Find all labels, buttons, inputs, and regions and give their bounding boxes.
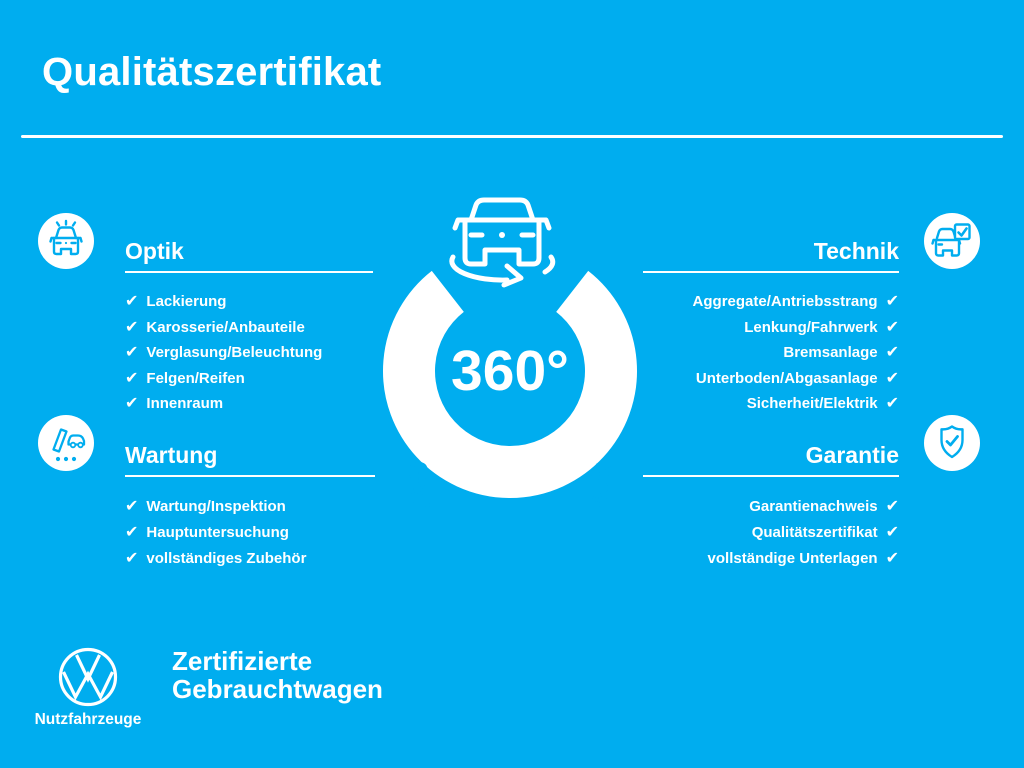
footer-tagline: Zertifizierte Gebrauchtwagen <box>172 646 383 704</box>
item-label: vollständige Unterlagen <box>707 550 878 567</box>
section-title-technik: Technik <box>643 238 899 273</box>
list-item: Sicherheit/Elektrik ✔ <box>643 391 899 417</box>
page-title: Qualitätszertifikat <box>42 50 382 94</box>
item-label: Wartung/Inspektion <box>146 498 286 515</box>
list-item: Bremsanlage ✔ <box>643 340 899 366</box>
list-item: ✔ Hauptuntersuchung <box>125 519 375 545</box>
check-icon: ✔ <box>885 522 899 541</box>
item-label: Garantienachweis <box>749 498 878 515</box>
list-item: ✔ Felgen/Reifen <box>125 366 373 392</box>
list-item: ✔ Lackierung <box>125 289 373 315</box>
list-item: ✔ Wartung/Inspektion <box>125 493 375 519</box>
list-item: ✔ Verglasung/Beleuchtung <box>125 340 373 366</box>
service-checklist-car-icon <box>38 415 94 471</box>
brand-label: Nutzfahrzeuge <box>34 711 142 728</box>
section-title-optik: Optik <box>125 238 373 273</box>
check-icon: ✔ <box>885 393 899 413</box>
check-icon: ✔ <box>125 291 139 310</box>
check-icon: ✔ <box>885 496 899 515</box>
title-divider <box>21 135 1003 138</box>
360-check-badge: Gebrauchtwagen-Check 360° <box>383 197 637 508</box>
garantie-items: Garantienachweis ✔ Qualitätszertifikat ✔ v… <box>643 493 899 571</box>
tagline-line-1: Zertifizierte <box>172 646 313 676</box>
list-item: Lenkung/Fahrwerk ✔ <box>643 315 899 341</box>
section-optik: Optik ✔ Lackierung ✔ Karosserie/Anbauteile… <box>125 238 373 417</box>
check-icon: ✔ <box>125 393 139 413</box>
item-label: Felgen/Reifen <box>146 369 245 387</box>
wartung-items: ✔ Wartung/Inspektion ✔ Hauptuntersuchung ✔… <box>125 493 375 571</box>
list-item: vollständige Unterlagen ✔ <box>643 545 899 571</box>
check-icon: ✔ <box>885 342 899 362</box>
badge-ring <box>383 270 637 498</box>
list-item: Garantienachweis ✔ <box>643 493 899 519</box>
shield-check-icon <box>924 415 980 471</box>
list-item: Qualitätszertifikat ✔ <box>643 519 899 545</box>
badge-degrees: 360° <box>451 339 569 403</box>
check-icon: ✔ <box>125 548 139 567</box>
car-shine-icon <box>38 213 94 269</box>
item-label: Karosserie/Anbauteile <box>146 318 305 336</box>
item-label: Qualitätszertifikat <box>751 524 878 541</box>
check-icon: ✔ <box>885 367 899 387</box>
car-360-rotation-icon <box>449 197 556 288</box>
item-label: Innenraum <box>146 395 224 413</box>
item-label: Bremsanlage <box>783 344 878 362</box>
item-label: Lenkung/Fahrwerk <box>744 318 878 336</box>
section-wartung: Wartung ✔ Wartung/Inspektion ✔ Hauptunters… <box>125 442 375 571</box>
section-technik: Technik Aggregate/Antriebsstrang ✔ Lenkun… <box>643 238 899 417</box>
section-title-wartung: Wartung <box>125 442 375 477</box>
check-icon: ✔ <box>885 316 899 336</box>
section-garantie: Garantie Garantienachweis ✔ Qualitätszert… <box>643 442 899 571</box>
optik-items: ✔ Lackierung ✔ Karosserie/Anbauteile ✔ Verg… <box>125 289 373 417</box>
item-label: vollständiges Zubehör <box>146 550 307 567</box>
item-label: Unterboden/Abgasanlage <box>695 369 878 387</box>
list-item: ✔ Innenraum <box>125 391 373 417</box>
list-item: Aggregate/Antriebsstrang ✔ <box>643 289 899 315</box>
item-label: Lackierung <box>146 293 227 310</box>
tagline-line-2: Gebrauchtwagen <box>172 673 383 704</box>
technik-items: Aggregate/Antriebsstrang ✔ Lenkung/Fahrwe… <box>643 289 899 417</box>
item-label: Verglasung/Beleuchtung <box>146 344 323 362</box>
check-icon: ✔ <box>885 291 899 310</box>
item-label: Hauptuntersuchung <box>146 524 289 541</box>
check-icon: ✔ <box>125 316 139 336</box>
check-icon: ✔ <box>885 548 899 567</box>
check-icon: ✔ <box>125 496 139 515</box>
vw-logo <box>58 647 118 707</box>
section-title-garantie: Garantie <box>643 442 899 477</box>
list-item: ✔ vollständiges Zubehör <box>125 545 375 571</box>
check-icon: ✔ <box>125 367 139 387</box>
check-icon: ✔ <box>125 522 139 541</box>
item-label: Sicherheit/Elektrik <box>746 395 878 413</box>
car-checkbox-icon <box>924 213 980 269</box>
list-item: Unterboden/Abgasanlage ✔ <box>643 366 899 392</box>
list-item: ✔ Karosserie/Anbauteile <box>125 315 373 341</box>
check-icon: ✔ <box>125 342 139 362</box>
item-label: Aggregate/Antriebsstrang <box>692 293 878 310</box>
